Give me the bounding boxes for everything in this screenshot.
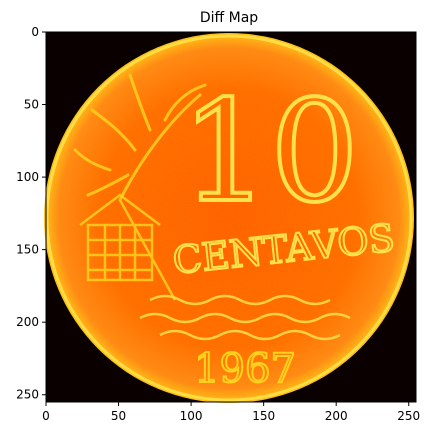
x-axis: 0 50 100 150 200 250: [42, 402, 420, 423]
x-tick-label: 0: [42, 409, 50, 423]
coin-denomination: 10: [181, 71, 359, 234]
coin-rim: [45, 34, 413, 402]
coin-plant-motif: [73, 73, 207, 202]
x-tick-label: 250: [397, 409, 420, 423]
y-tick-label: 150: [16, 243, 39, 257]
y-tick-label: 50: [24, 98, 39, 112]
chart-title: Diff Map: [200, 10, 258, 26]
coin: 10 CENTAVOS 1967: [44, 33, 414, 403]
heatmap-image: 10 CENTAVOS 1967: [44, 32, 416, 403]
x-tick-label: 150: [252, 409, 275, 423]
x-tick-label: 100: [180, 409, 203, 423]
y-tick-label: 250: [16, 388, 39, 402]
x-tick-label: 200: [325, 409, 348, 423]
coin-wave-motif: [139, 294, 351, 341]
y-tick-label: 0: [31, 25, 39, 39]
y-tick-label: 200: [16, 315, 39, 329]
coin-year: 1967: [194, 346, 296, 392]
coin-building-motif: [79, 193, 177, 301]
axes-frame: [45, 31, 417, 403]
x-tick-label: 50: [111, 409, 126, 423]
y-tick-label: 100: [16, 170, 39, 184]
y-axis: 0 50 100 150 200 250: [16, 25, 46, 402]
